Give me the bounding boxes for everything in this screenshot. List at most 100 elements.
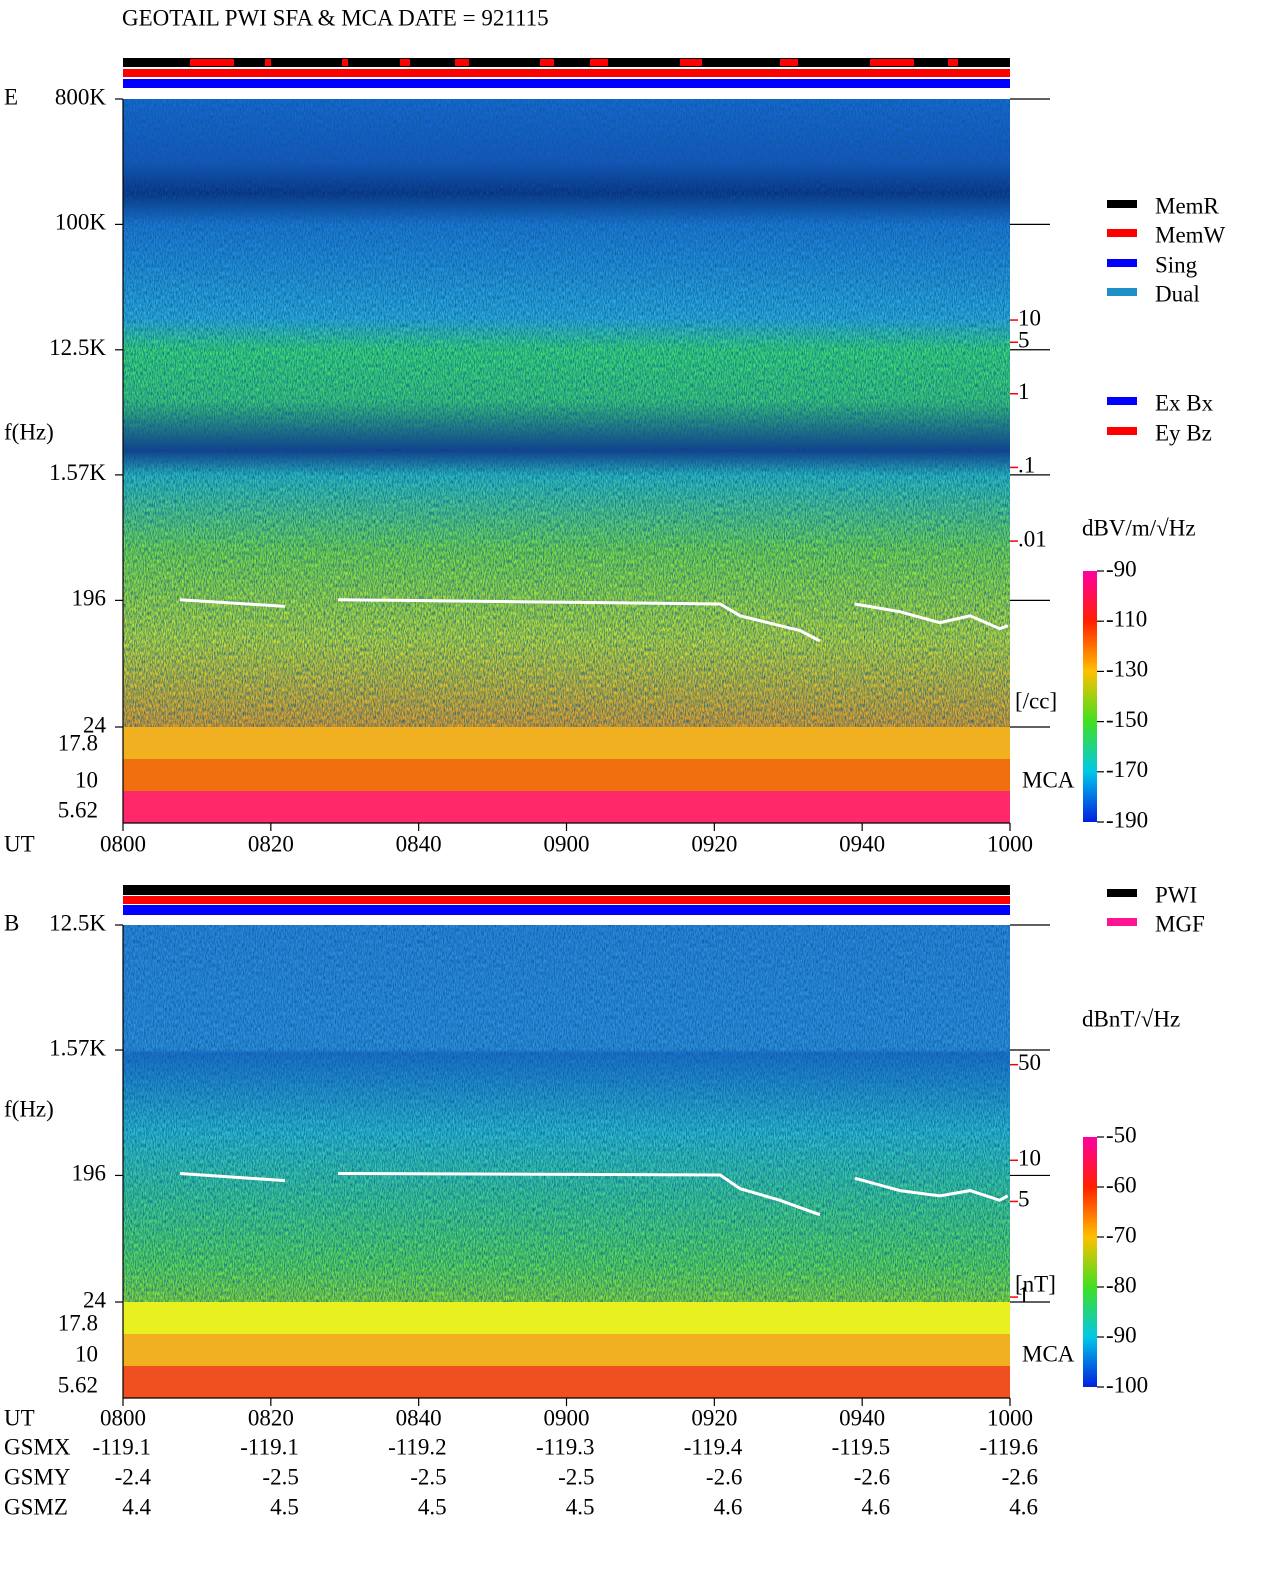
colorbar-label: dBnT/√Hz: [1082, 1006, 1180, 1031]
colorbar-tick-label: -110: [1106, 606, 1147, 631]
x-tick-label: 0920: [691, 1405, 737, 1430]
colorbar-tick-label: -90: [1106, 556, 1137, 581]
colorbar-tick-label: -60: [1106, 1172, 1137, 1197]
colorbar-tick-label: -150: [1106, 707, 1148, 732]
mca-band: [123, 1366, 1010, 1398]
orbit-row-label: GSMZ: [4, 1494, 68, 1519]
orbit-value: -2.5: [558, 1464, 594, 1489]
status-bars: [123, 58, 1010, 915]
y2-tick-label: 5: [1018, 1187, 1030, 1212]
y-tick-label: 12.5K: [49, 335, 106, 360]
y2-tick-label: 1: [1018, 1282, 1030, 1307]
orbit-value: -119.6: [979, 1434, 1038, 1459]
x-tick-label: 0840: [396, 831, 442, 856]
mca-channel-label: 5.62: [58, 1372, 98, 1397]
y2-tick-label: 10: [1018, 1146, 1041, 1171]
orbit-value: -119.2: [388, 1434, 447, 1459]
y2-tick-label: .01: [1018, 526, 1047, 551]
panel-label: B: [4, 910, 19, 935]
legend-swatch: [1107, 918, 1137, 926]
colorbar-tick-label: -70: [1106, 1222, 1137, 1247]
colorbar-tick-label: -80: [1106, 1272, 1137, 1297]
orbit-value: -119.1: [240, 1434, 299, 1459]
y-tick-label: 196: [72, 1161, 107, 1186]
mca-band: [123, 727, 1010, 759]
y-tick-label: 1.57K: [49, 460, 106, 485]
orbit-row-label: GSMX: [4, 1434, 71, 1459]
colorbar-tick-label: -170: [1106, 757, 1148, 782]
legend-swatch: [1107, 427, 1137, 435]
legend-label: Ey Bz: [1155, 420, 1212, 445]
y2-tick-label: 50: [1018, 1050, 1041, 1075]
colorbar-tick-label: -50: [1106, 1122, 1137, 1147]
orbit-value: -2.6: [1002, 1464, 1038, 1489]
y-tick-label: 24: [83, 1287, 107, 1312]
y2-tick-label: .1: [1018, 453, 1035, 478]
orbit-value: 4.4: [122, 1494, 151, 1519]
x-tick-label: 0940: [839, 831, 885, 856]
legend-swatch: [1107, 397, 1137, 405]
legend-swatch: [1107, 288, 1137, 296]
chart-title: GEOTAIL PWI SFA & MCA DATE = 921115: [122, 5, 549, 30]
x-axis-label: UT: [4, 831, 35, 856]
trace-line: [179, 598, 1009, 643]
orbit-value: -119.4: [684, 1434, 743, 1459]
orbit-value: -119.3: [536, 1434, 595, 1459]
x-tick-label: 1000: [987, 1405, 1033, 1430]
legend-label: MemW: [1155, 222, 1226, 247]
mca-band: [123, 1302, 1010, 1334]
orbit-row-label: GSMY: [4, 1464, 71, 1489]
x-tick-label: 0800: [100, 1405, 146, 1430]
mca-band: [123, 791, 1010, 823]
mca-channel-label: 5.62: [58, 797, 98, 822]
spectrogram-texture: [123, 99, 1010, 727]
colorbar: [1083, 571, 1097, 822]
orbit-value: 4.5: [270, 1494, 299, 1519]
trace-line: [179, 1172, 1009, 1217]
legend-label: Sing: [1155, 252, 1198, 277]
colorbar-tick-label: -190: [1106, 807, 1148, 832]
y-tick-label: 12.5K: [49, 910, 106, 935]
orbit-value: -119.1: [92, 1434, 151, 1459]
y-axis-label: f(Hz): [4, 419, 54, 444]
mca-channel-label: 10: [75, 767, 98, 792]
colorbar-tick-label: -100: [1106, 1372, 1148, 1397]
colorbar: [1083, 1137, 1097, 1387]
x-tick-label: 0900: [544, 1405, 590, 1430]
x-tick-label: 0840: [396, 1405, 442, 1430]
x-tick-label: 0820: [248, 1405, 294, 1430]
colorbar-tick-label: -90: [1106, 1322, 1137, 1347]
mca-label: MCA: [1022, 767, 1075, 792]
legend-label: Ex Bx: [1155, 390, 1214, 415]
mca-band: [123, 1334, 1010, 1366]
mca-channel-label: 10: [75, 1341, 98, 1366]
legend-label: MemR: [1155, 193, 1220, 218]
orbit-value: -2.6: [854, 1464, 890, 1489]
y-tick-label: 800K: [55, 84, 107, 109]
orbit-value: -119.5: [832, 1434, 891, 1459]
orbit-value: -2.5: [410, 1464, 446, 1489]
legend-swatch: [1107, 889, 1137, 897]
legend-label: PWI: [1155, 882, 1197, 907]
y2-axis-label: [nT]: [1015, 1271, 1056, 1296]
mca-channel-label: 17.8: [58, 730, 98, 755]
orbit-value: 4.6: [1009, 1494, 1038, 1519]
x-tick-label: 0800: [100, 831, 146, 856]
legend-label: MGF: [1155, 911, 1205, 936]
orbit-value: -2.6: [706, 1464, 742, 1489]
colorbar-tick-label: -130: [1106, 657, 1148, 682]
orbit-value: -2.4: [115, 1464, 152, 1489]
orbit-value: 4.6: [861, 1494, 890, 1519]
legend-swatch: [1107, 259, 1137, 267]
legend-label: Dual: [1155, 281, 1200, 306]
y2-tick-label: 10: [1018, 305, 1041, 330]
colorbar-label: dBV/m/√Hz: [1082, 515, 1196, 540]
mca-band: [123, 759, 1010, 791]
x-tick-label: 0920: [691, 831, 737, 856]
y-tick-label: 196: [72, 586, 107, 611]
y2-axis-label: [/cc]: [1015, 688, 1057, 713]
orbit-value: 4.5: [418, 1494, 447, 1519]
y-axis-label: f(Hz): [4, 1096, 54, 1121]
panel-label: E: [4, 84, 18, 109]
